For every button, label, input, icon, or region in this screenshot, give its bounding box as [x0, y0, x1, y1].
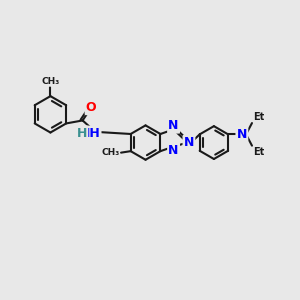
Text: NH: NH — [80, 127, 100, 140]
Text: N: N — [237, 128, 247, 141]
Text: CH₃: CH₃ — [101, 148, 120, 157]
Text: N: N — [168, 119, 179, 132]
Text: N: N — [184, 136, 194, 149]
Text: O: O — [86, 101, 97, 114]
Text: Et: Et — [254, 146, 265, 157]
Text: H: H — [77, 127, 87, 140]
Text: Et: Et — [254, 112, 265, 122]
Text: CH₃: CH₃ — [41, 77, 60, 86]
Text: N: N — [168, 144, 179, 157]
